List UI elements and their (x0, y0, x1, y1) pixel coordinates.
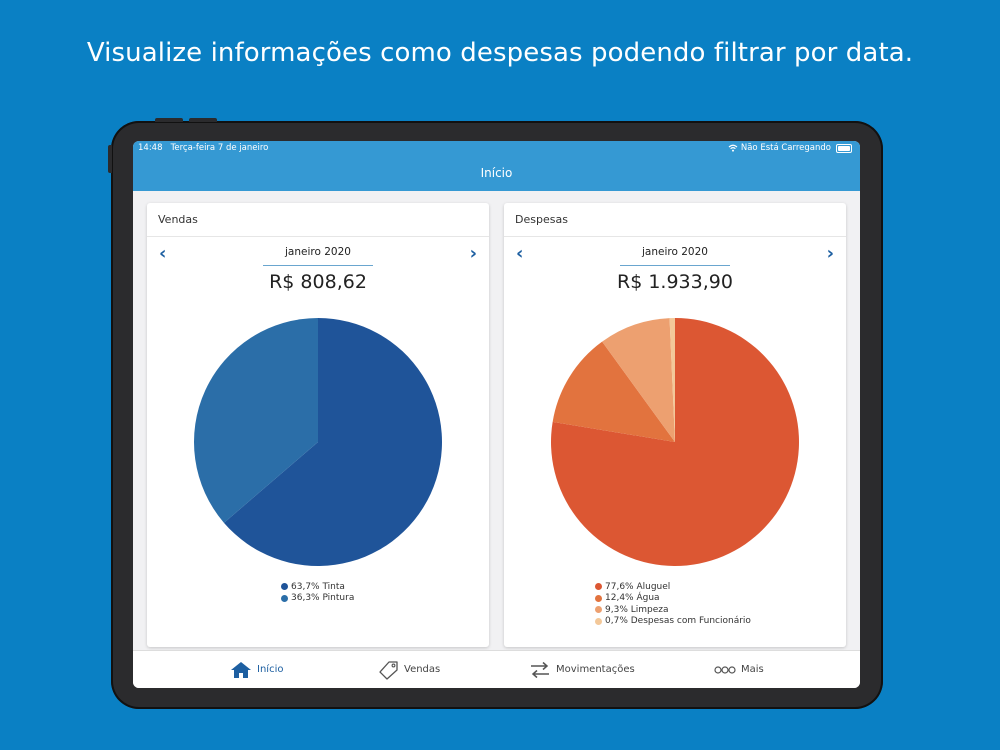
tab-mais[interactable]: Mais (714, 651, 764, 688)
tab-label: Vendas (404, 664, 441, 675)
charging-status: Não Está Carregando (740, 143, 831, 153)
sales-legend: 63,7% Tinta 36,3% Pintura (281, 581, 354, 604)
month-label: janeiro 2020 (642, 246, 708, 258)
tab-label: Mais (741, 664, 764, 675)
sales-card: Vendas ‹ › janeiro 2020 R$ 808,62 63,7% … (147, 203, 489, 647)
tablet-device: 14:48 Terça-feira 7 de janeiro Não Está … (108, 118, 883, 709)
device-button (155, 118, 183, 122)
tab-label: Início (257, 664, 284, 675)
transfer-arrows-icon (531, 661, 549, 678)
device-button (189, 118, 217, 122)
next-month-button[interactable]: › (826, 243, 834, 264)
tab-label: Movimentações (556, 664, 635, 675)
tab-bar: Início Vendas Movimentações (133, 650, 860, 688)
nav-bar: Início (133, 155, 860, 191)
status-bar: 14:48 Terça-feira 7 de janeiro Não Está … (133, 141, 860, 155)
next-month-button[interactable]: › (469, 243, 477, 264)
card-title: Despesas (515, 213, 568, 226)
app-screen: 14:48 Terça-feira 7 de janeiro Não Está … (133, 141, 860, 688)
legend-item: 77,6% Aluguel (595, 581, 751, 593)
legend-swatch (595, 606, 602, 614)
expenses-card: Despesas ‹ › janeiro 2020 R$ 1.933,90 77… (504, 203, 846, 647)
legend-label: 0,7% Despesas com Funcionário (605, 616, 751, 627)
card-title: Vendas (158, 213, 198, 226)
pie-slice-limpeza (602, 318, 675, 442)
tab-vendas[interactable]: Vendas (377, 651, 440, 688)
legend-label: 9,3% Limpeza (605, 604, 669, 615)
status-right: Não Está Carregando (728, 143, 852, 153)
sales-pie-chart (194, 318, 443, 566)
pie-slice-pintura (194, 318, 318, 523)
month-label: janeiro 2020 (285, 246, 351, 258)
pie-slice-água (552, 341, 675, 442)
legend-item: 63,7% Tinta (281, 581, 354, 593)
prev-month-button[interactable]: ‹ (516, 243, 524, 264)
nav-title: Início (480, 166, 513, 180)
status-left: 14:48 Terça-feira 7 de janeiro (138, 143, 268, 153)
tab-inicio[interactable]: Início (230, 651, 283, 688)
legend-swatch (595, 583, 602, 591)
prev-month-button[interactable]: ‹ (159, 243, 167, 264)
wifi-icon (728, 144, 738, 152)
expenses-total: R$ 1.933,90 (617, 271, 733, 293)
month-underline (263, 265, 373, 266)
legend-item: 9,3% Limpeza (595, 604, 751, 616)
divider (147, 236, 489, 237)
status-time: 14:48 (138, 143, 163, 153)
battery-icon (836, 143, 852, 153)
legend-item: 0,7% Despesas com Funcionário (595, 616, 751, 628)
expenses-pie-chart (551, 318, 799, 566)
expenses-legend: 77,6% Aluguel 12,4% Água 9,3% Limpeza 0,… (595, 581, 751, 627)
month-underline (620, 265, 730, 266)
divider (504, 236, 846, 237)
tag-icon (379, 660, 398, 680)
status-date: Terça-feira 7 de janeiro (170, 143, 269, 153)
legend-swatch (595, 617, 602, 625)
legend-label: 77,6% Aluguel (605, 581, 671, 592)
legend-label: 12,4% Água (605, 593, 660, 604)
legend-swatch (281, 594, 288, 602)
legend-item: 36,3% Pintura (281, 593, 354, 605)
home-icon (231, 661, 251, 678)
pie-slice-tinta (223, 318, 443, 566)
tab-movimentacoes[interactable]: Movimentações (529, 651, 635, 688)
headline: Visualize informações como despesas pode… (86, 38, 914, 68)
device-side-button (108, 145, 112, 173)
legend-item: 12,4% Água (595, 593, 751, 605)
more-dots-icon (714, 665, 736, 674)
pie-slice-despesas-com-funcionário (669, 318, 675, 442)
legend-swatch (595, 594, 602, 602)
legend-swatch (281, 583, 288, 591)
sales-total: R$ 808,62 (269, 271, 367, 293)
legend-label: 36,3% Pintura (291, 593, 355, 604)
legend-label: 63,7% Tinta (291, 581, 345, 592)
